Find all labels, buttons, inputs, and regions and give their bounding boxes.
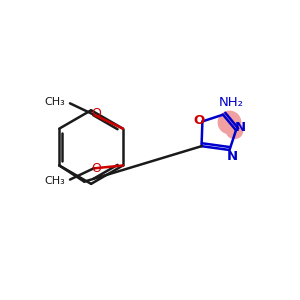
Text: O: O xyxy=(91,107,101,120)
Circle shape xyxy=(218,111,241,134)
Text: CH₃: CH₃ xyxy=(44,176,65,186)
Text: N: N xyxy=(226,150,237,163)
Text: N: N xyxy=(235,122,246,134)
Text: O: O xyxy=(91,162,101,175)
Text: CH₃: CH₃ xyxy=(44,97,65,107)
Text: NH₂: NH₂ xyxy=(219,96,244,109)
Text: O: O xyxy=(194,114,205,127)
Circle shape xyxy=(226,122,243,139)
